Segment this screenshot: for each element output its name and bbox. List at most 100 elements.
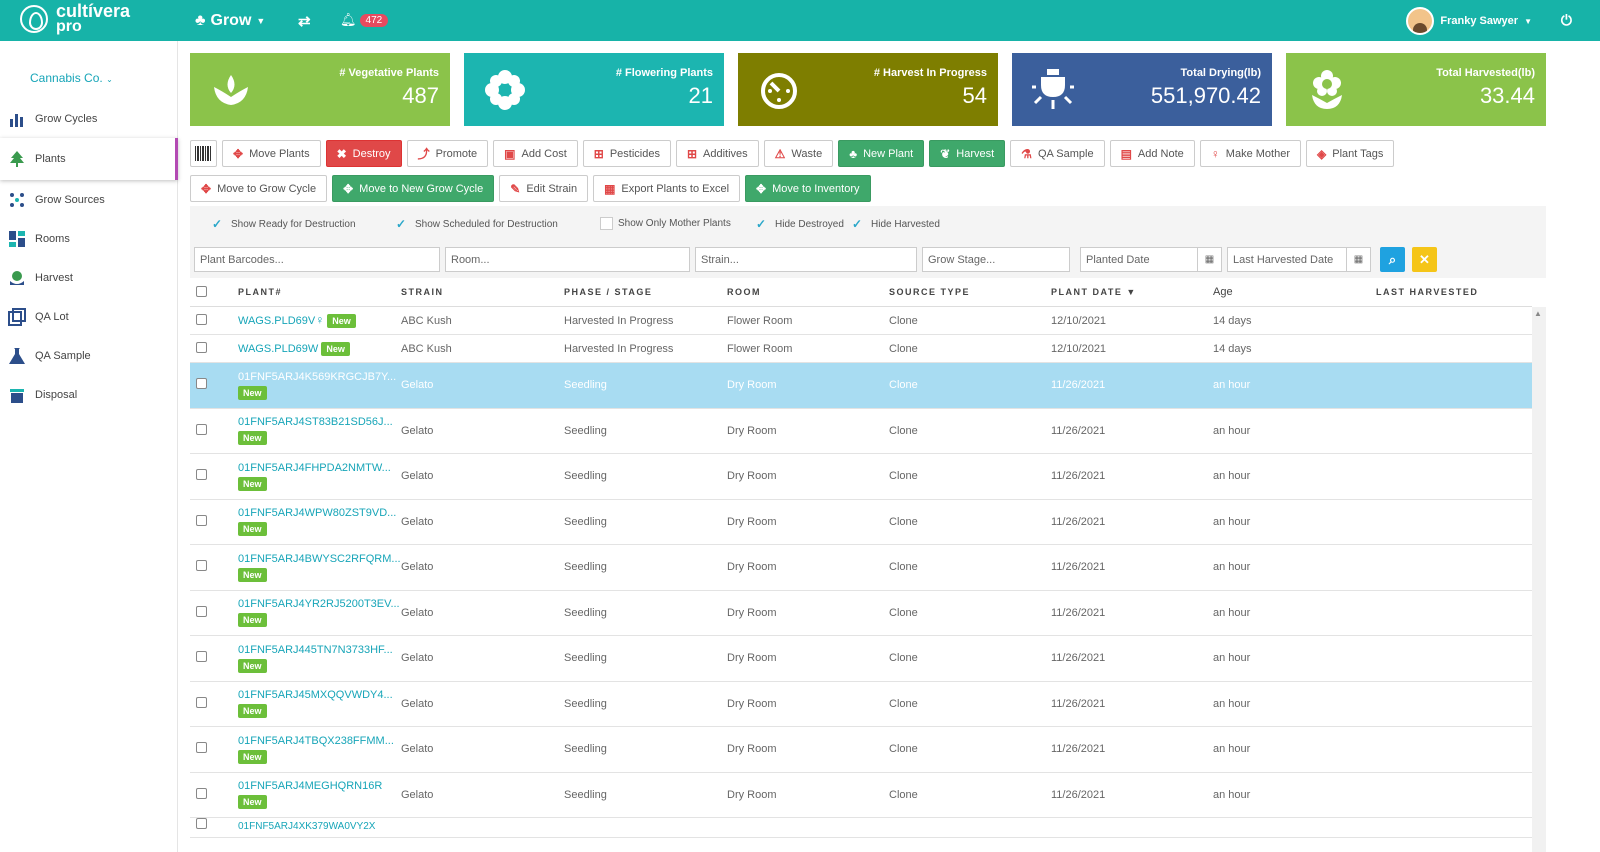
- swap-icon[interactable]: ⇄: [298, 13, 311, 30]
- waste-button[interactable]: ⚠ Waste: [763, 140, 834, 167]
- header-source-type[interactable]: SOURCE TYPE: [889, 287, 971, 297]
- header-phase[interactable]: PHASE / STAGE: [564, 287, 653, 297]
- plant-link[interactable]: 01FNF5ARJ4YR2RJ5200T3EV...: [238, 598, 400, 611]
- last-harvested-date-input[interactable]: Last Harvested Date ▦: [1227, 247, 1371, 272]
- brand-logo[interactable]: cultívera pro: [20, 2, 130, 35]
- grow-stage-input[interactable]: Grow Stage...: [922, 247, 1070, 272]
- table-row[interactable]: 01FNF5ARJ4K569KRGCJB7Y... New Gelato Seedli…: [190, 363, 1532, 409]
- sidebar-item-disposal[interactable]: Disposal: [0, 375, 178, 414]
- card-total-harvested[interactable]: Total Harvested(lb) 33.44: [1286, 53, 1546, 126]
- table-row[interactable]: 01FNF5ARJ4BWYSC2RFQRM... New Gelato Seedlin…: [190, 545, 1532, 591]
- select-all-checkbox[interactable]: [196, 285, 207, 297]
- add-note-button[interactable]: ▤ Add Note: [1109, 140, 1195, 167]
- row-checkbox[interactable]: [196, 787, 207, 799]
- table-row[interactable]: 01FNF5ARJ4YR2RJ5200T3EV... New Gelato Seedl…: [190, 591, 1532, 636]
- card-total-drying[interactable]: Total Drying(lb) 551,970.42: [1012, 53, 1272, 126]
- plant-tags-button[interactable]: ◈ Plant Tags: [1306, 140, 1395, 167]
- make-mother-button[interactable]: ♀ Make Mother: [1199, 140, 1301, 167]
- hide-harvested-checkbox[interactable]: ✓ Hide Harvested: [852, 217, 940, 231]
- table-row[interactable]: 01FNF5ARJ45MXQQVWDY4... New Gelato Seedling…: [190, 682, 1532, 727]
- table-scrollbar[interactable]: [1532, 307, 1546, 852]
- new-plant-button[interactable]: ♣ New Plant: [838, 140, 925, 167]
- row-checkbox[interactable]: [196, 696, 207, 708]
- row-checkbox[interactable]: [196, 469, 207, 481]
- table-row[interactable]: 01FNF5ARJ4FHPDA2NMTW... New Gelato Seedling…: [190, 454, 1532, 500]
- calendar-icon[interactable]: ▦: [1197, 248, 1221, 271]
- plant-link[interactable]: 01FNF5ARJ4XK379WA0VY2X: [238, 821, 376, 832]
- row-checkbox[interactable]: [196, 514, 207, 526]
- row-checkbox[interactable]: [196, 378, 207, 390]
- row-checkbox[interactable]: [196, 818, 207, 829]
- add-cost-button[interactable]: ▣ Add Cost: [493, 140, 578, 167]
- org-selector[interactable]: Cannabis Co. ⌄: [30, 71, 113, 85]
- card-harvest-in-progress[interactable]: # Harvest In Progress 54: [738, 53, 998, 126]
- pesticides-button[interactable]: ⊞ Pesticides: [582, 140, 671, 167]
- plant-barcodes-input[interactable]: Plant Barcodes...: [194, 247, 440, 272]
- table-row[interactable]: 01FNF5ARJ4WPW80ZST9VD... New Gelato Seedlin…: [190, 500, 1532, 545]
- qa-sample-button[interactable]: ⚗ QA Sample: [1010, 140, 1105, 167]
- move-to-inventory-button[interactable]: ✥ Move to Inventory: [745, 175, 871, 202]
- sidebar-item-harvest[interactable]: Harvest: [0, 258, 178, 297]
- plant-link[interactable]: WAGS.PLD69W: [238, 342, 319, 355]
- sidebar-item-grow-sources[interactable]: Grow Sources: [0, 180, 178, 219]
- planted-date-input[interactable]: Planted Date ▦: [1080, 247, 1222, 272]
- table-row[interactable]: 01FNF5ARJ4TBQX238FFMM... New Gelato Seedlin…: [190, 727, 1532, 773]
- plant-link[interactable]: 01FNF5ARJ4K569KRGCJB7Y...: [238, 370, 397, 383]
- header-last-harvested[interactable]: LAST HARVESTED: [1376, 287, 1479, 297]
- notifications-button[interactable]: 🔔︎ 472: [340, 12, 389, 28]
- card-vegetative[interactable]: # Vegetative Plants 487: [190, 53, 450, 126]
- plant-link[interactable]: 01FNF5ARJ45MXQQVWDY4...: [238, 689, 393, 702]
- move-to-new-grow-cycle-button[interactable]: ✥ Move to New Grow Cycle: [332, 175, 495, 202]
- plant-link[interactable]: 01FNF5ARJ4TBQX238FFMM...: [238, 734, 394, 747]
- additives-button[interactable]: ⊞ Additives: [675, 140, 759, 167]
- scan-barcode-button[interactable]: [190, 140, 217, 167]
- table-row[interactable]: 01FNF5ARJ445TN7N3733HF... New Gelato Seedli…: [190, 636, 1532, 682]
- header-age[interactable]: Age: [1213, 286, 1233, 298]
- plant-link[interactable]: 01FNF5ARJ4FHPDA2NMTW...: [238, 461, 391, 474]
- table-row[interactable]: WAGS.PLD69V♀ New ABC Kush Harvested In Pro…: [190, 307, 1532, 335]
- row-checkbox[interactable]: [196, 423, 207, 435]
- search-button[interactable]: ⌕: [1380, 247, 1405, 272]
- header-plant[interactable]: PLANT#: [238, 287, 283, 297]
- user-menu[interactable]: Franky Sawyer ▼: [1406, 7, 1532, 35]
- power-icon[interactable]: ⏻: [1560, 12, 1572, 28]
- export-plants-button[interactable]: ▦ Export Plants to Excel: [593, 175, 741, 202]
- show-mother-checkbox[interactable]: Show Only Mother Plants: [600, 217, 731, 230]
- row-checkbox[interactable]: [196, 605, 207, 617]
- sidebar-item-qa-sample[interactable]: QA Sample: [0, 336, 178, 375]
- clear-filters-button[interactable]: ✕: [1412, 247, 1437, 272]
- sidebar-item-rooms[interactable]: Rooms: [0, 219, 178, 258]
- table-row[interactable]: WAGS.PLD69W New ABC Kush Harvested In Prog…: [190, 335, 1532, 363]
- plant-link[interactable]: 01FNF5ARJ4ST83B21SD56J...: [238, 416, 393, 429]
- row-checkbox[interactable]: [196, 651, 207, 663]
- show-scheduled-checkbox[interactable]: ✓ Show Scheduled for Destruction: [396, 217, 558, 231]
- show-ready-checkbox[interactable]: ✓ Show Ready for Destruction: [212, 217, 356, 231]
- row-checkbox[interactable]: [196, 341, 207, 353]
- plant-link[interactable]: 01FNF5ARJ4WPW80ZST9VD...: [238, 507, 397, 520]
- room-input[interactable]: Room...: [445, 247, 690, 272]
- hide-destroyed-checkbox[interactable]: ✓ Hide Destroyed: [756, 217, 844, 231]
- harvest-button[interactable]: ❦ Harvest: [929, 140, 1006, 167]
- header-room[interactable]: ROOM: [727, 287, 761, 297]
- destroy-button[interactable]: ✖ Destroy: [325, 140, 402, 167]
- edit-strain-button[interactable]: ✎ Edit Strain: [499, 175, 589, 202]
- table-row[interactable]: 01FNF5ARJ4XK379WA0VY2X: [190, 818, 1532, 838]
- sidebar-item-grow-cycles[interactable]: Grow Cycles: [0, 99, 178, 138]
- plant-link[interactable]: 01FNF5ARJ4MEGHQRN16R: [238, 780, 383, 793]
- calendar-icon[interactable]: ▦: [1346, 248, 1370, 271]
- plant-link[interactable]: WAGS.PLD69V: [238, 315, 316, 327]
- scroll-up-icon[interactable]: ▲: [1534, 309, 1542, 318]
- table-row[interactable]: 01FNF5ARJ4MEGHQRN16R New Gelato Seedling Dry…: [190, 773, 1532, 818]
- row-checkbox[interactable]: [196, 313, 207, 325]
- move-plants-button[interactable]: ✥ Move Plants: [222, 140, 321, 167]
- table-row[interactable]: 01FNF5ARJ4ST83B21SD56J... New Gelato Seedli…: [190, 409, 1532, 454]
- promote-button[interactable]: ⤴ Promote: [406, 140, 489, 167]
- header-plant-date[interactable]: PLANT DATE ▼: [1051, 287, 1137, 297]
- sidebar-item-qa-lot[interactable]: QA Lot: [0, 297, 178, 336]
- header-strain[interactable]: STRAIN: [401, 287, 444, 297]
- row-checkbox[interactable]: [196, 560, 207, 572]
- strain-input[interactable]: Strain...: [695, 247, 917, 272]
- card-flowering[interactable]: # Flowering Plants 21: [464, 53, 724, 126]
- module-switcher[interactable]: ♣ Grow ▼: [195, 12, 265, 30]
- plant-link[interactable]: 01FNF5ARJ445TN7N3733HF...: [238, 643, 393, 656]
